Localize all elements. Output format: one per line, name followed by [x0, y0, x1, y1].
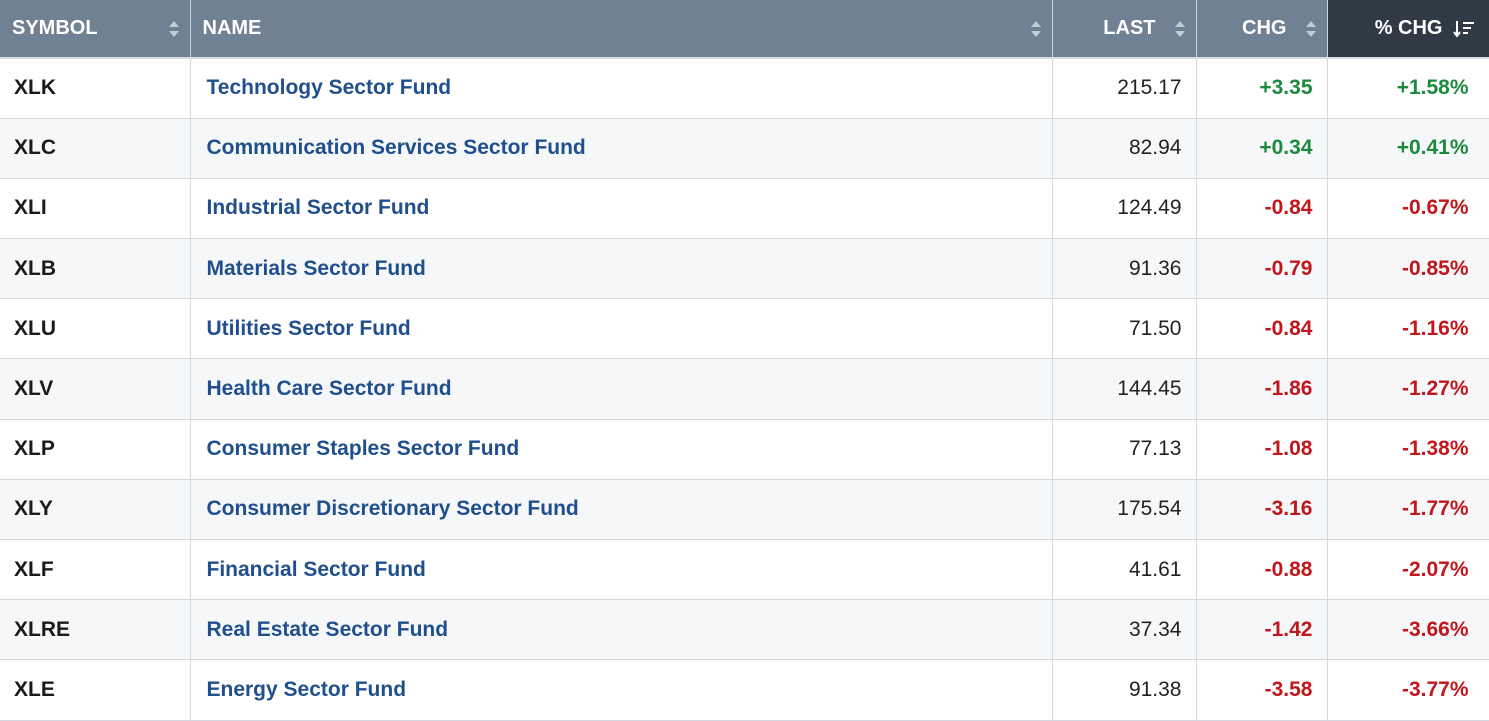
table-row[interactable]: XLY Consumer Discretionary Sector Fund 175…	[0, 479, 1489, 541]
percent-change-cell: +1.58%	[1327, 58, 1489, 119]
column-header-label: % CHG	[1374, 17, 1443, 39]
column-header-name[interactable]: NAME	[190, 0, 1053, 59]
table-row[interactable]: XLK Technology Sector Fund 215.17 +3.35 +1.5…	[0, 58, 1489, 119]
column-header-chg[interactable]: CHG	[1196, 0, 1328, 59]
fund-name-link[interactable]: Industrial Sector Fund	[190, 178, 1053, 240]
symbol-cell: XLV	[0, 358, 191, 420]
fund-name-link[interactable]: Technology Sector Fund	[190, 58, 1053, 119]
percent-change-cell: -1.27%	[1327, 358, 1489, 420]
last-price-cell: 215.17	[1052, 58, 1197, 119]
table-row[interactable]: XLF Financial Sector Fund 41.61 -0.88 -2.07%	[0, 539, 1489, 601]
percent-change-cell: -1.16%	[1327, 298, 1489, 360]
column-header-symbol[interactable]: SYMBOL	[0, 0, 191, 59]
symbol-cell: XLF	[0, 539, 191, 601]
symbol-cell: XLU	[0, 298, 191, 360]
fund-name-link[interactable]: Consumer Discretionary Sector Fund	[190, 479, 1053, 541]
symbol-cell: XLY	[0, 479, 191, 541]
column-header-label: NAME	[202, 17, 262, 39]
column-header-label: LAST	[1103, 17, 1156, 39]
change-cell: -0.84	[1196, 298, 1328, 360]
change-cell: -0.88	[1196, 539, 1328, 601]
change-cell: +0.34	[1196, 118, 1328, 179]
symbol-cell: XLP	[0, 419, 191, 480]
sort-toggle-icon[interactable]	[168, 20, 180, 38]
last-price-cell: 77.13	[1052, 419, 1197, 480]
last-price-cell: 41.61	[1052, 539, 1197, 601]
percent-change-cell: -1.38%	[1327, 419, 1489, 480]
change-cell: -1.08	[1196, 419, 1328, 480]
sort-descending-icon[interactable]	[1452, 19, 1475, 39]
sort-toggle-icon[interactable]	[1305, 20, 1317, 38]
table-row[interactable]: XLV Health Care Sector Fund 144.45 -1.86 -1.…	[0, 358, 1489, 420]
change-cell: -1.86	[1196, 358, 1328, 420]
percent-change-cell: -2.07%	[1327, 539, 1489, 601]
symbol-cell: XLRE	[0, 599, 191, 661]
last-price-cell: 71.50	[1052, 298, 1197, 360]
change-cell: +3.35	[1196, 58, 1328, 119]
percent-change-cell: -1.77%	[1327, 479, 1489, 541]
column-header-label: CHG	[1242, 17, 1287, 39]
last-price-cell: 82.94	[1052, 118, 1197, 179]
table-row[interactable]: XLI Industrial Sector Fund 124.49 -0.84 -0.6…	[0, 178, 1489, 240]
last-price-cell: 91.38	[1052, 659, 1197, 721]
column-header-pct-chg[interactable]: % CHG	[1327, 0, 1489, 59]
symbol-cell: XLK	[0, 58, 191, 119]
table-row[interactable]: XLC Communication Services Sector Fund 82.…	[0, 118, 1489, 179]
sort-toggle-icon[interactable]	[1174, 20, 1186, 38]
fund-name-link[interactable]: Communication Services Sector Fund	[190, 118, 1053, 179]
last-price-cell: 91.36	[1052, 238, 1197, 300]
table-row[interactable]: XLRE Real Estate Sector Fund 37.34 -1.42 -3.…	[0, 599, 1489, 661]
table-row[interactable]: XLP Consumer Staples Sector Fund 77.13 -1.0…	[0, 419, 1489, 480]
change-cell: -3.58	[1196, 659, 1328, 721]
percent-change-cell: -0.67%	[1327, 178, 1489, 240]
fund-name-link[interactable]: Financial Sector Fund	[190, 539, 1053, 601]
last-price-cell: 175.54	[1052, 479, 1197, 541]
table-row[interactable]: XLE Energy Sector Fund 91.38 -3.58 -3.77%	[0, 659, 1489, 721]
symbol-cell: XLI	[0, 178, 191, 240]
change-cell: -3.16	[1196, 479, 1328, 541]
symbol-cell: XLE	[0, 659, 191, 721]
percent-change-cell: -0.85%	[1327, 238, 1489, 300]
table-header-row: SYMBOL NAME LAST	[0, 0, 1489, 59]
change-cell: -0.79	[1196, 238, 1328, 300]
column-header-last[interactable]: LAST	[1052, 0, 1197, 59]
table-row[interactable]: XLB Materials Sector Fund 91.36 -0.79 -0.85%	[0, 238, 1489, 300]
percent-change-cell: -3.77%	[1327, 659, 1489, 721]
symbol-cell: XLB	[0, 238, 191, 300]
change-cell: -1.42	[1196, 599, 1328, 661]
table-row[interactable]: XLU Utilities Sector Fund 71.50 -0.84 -1.16%	[0, 298, 1489, 360]
fund-name-link[interactable]: Consumer Staples Sector Fund	[190, 419, 1053, 480]
last-price-cell: 37.34	[1052, 599, 1197, 661]
percent-change-cell: +0.41%	[1327, 118, 1489, 179]
symbol-cell: XLC	[0, 118, 191, 179]
fund-name-link[interactable]: Energy Sector Fund	[190, 659, 1053, 721]
last-price-cell: 144.45	[1052, 358, 1197, 420]
change-cell: -0.84	[1196, 178, 1328, 240]
last-price-cell: 124.49	[1052, 178, 1197, 240]
column-header-label: SYMBOL	[12, 17, 98, 39]
fund-name-link[interactable]: Health Care Sector Fund	[190, 358, 1053, 420]
table-body: XLK Technology Sector Fund 215.17 +3.35 +1.5…	[0, 58, 1489, 721]
fund-name-link[interactable]: Real Estate Sector Fund	[190, 599, 1053, 661]
fund-name-link[interactable]: Materials Sector Fund	[190, 238, 1053, 300]
fund-name-link[interactable]: Utilities Sector Fund	[190, 298, 1053, 360]
percent-change-cell: -3.66%	[1327, 599, 1489, 661]
sort-toggle-icon[interactable]	[1030, 20, 1042, 38]
